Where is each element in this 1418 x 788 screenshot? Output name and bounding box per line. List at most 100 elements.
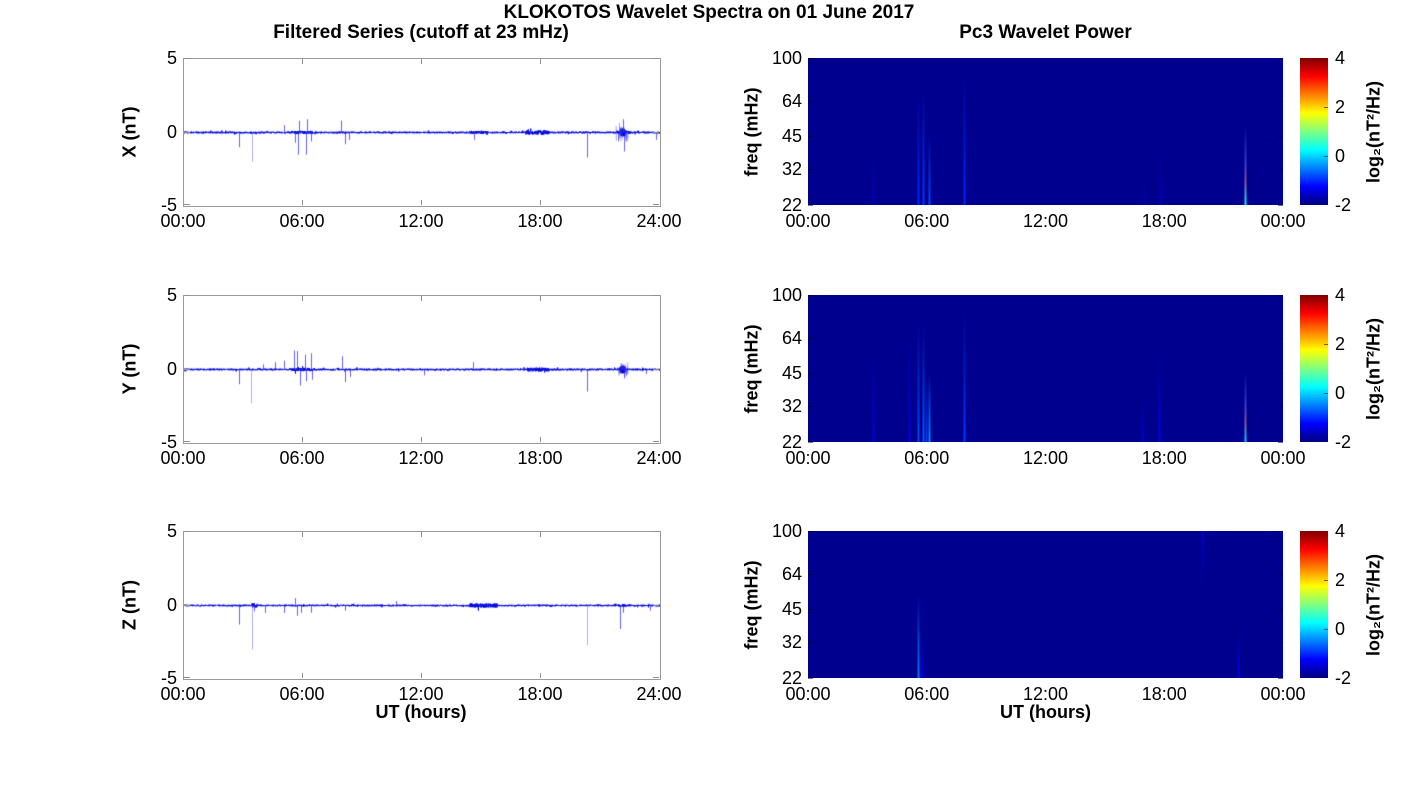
xtick-label: 06:00 — [279, 448, 325, 468]
freq-tick-label: 100 — [771, 521, 802, 541]
colorbar-tick-label: 2 — [1335, 334, 1346, 354]
freq-axis-label: freq (mHz) — [741, 87, 762, 176]
xtick-mark-bottom — [302, 673, 303, 678]
freq-tick-mark-right — [1278, 678, 1283, 679]
colorbar-tick-label: -2 — [1335, 668, 1352, 688]
colorbar-tick-label: 4 — [1335, 48, 1346, 68]
xtick-label: 24:00 — [636, 448, 682, 468]
freq-tick-mark-left — [808, 608, 813, 610]
xtick-label: 12:00 — [1022, 448, 1069, 468]
freq-tick-mark-right — [1278, 101, 1283, 103]
xtick-mark-bottom — [421, 200, 422, 205]
yaxis-label-z: Z (nT) — [119, 579, 140, 630]
xtick-label: 12:00 — [1022, 211, 1069, 231]
colorbar-tick-mark — [1324, 107, 1328, 108]
timeseries-y-canvas — [184, 296, 660, 443]
freq-axis-label: freq (mHz) — [741, 324, 762, 413]
timeseries-z-plot — [183, 531, 661, 680]
colorbar-x-canvas — [1300, 58, 1328, 205]
xtick-label: 12:00 — [398, 684, 444, 704]
xtick-label: 00:00 — [160, 211, 206, 231]
xtick-label: 12:00 — [398, 211, 444, 231]
ytick-mark-right — [653, 131, 659, 133]
xtick-mark-top — [421, 532, 422, 537]
colorbar-y-canvas — [1300, 295, 1328, 442]
colorbar-y — [1300, 295, 1328, 442]
ytick-label: -5 — [160, 432, 177, 452]
freq-tick-label: 45 — [781, 598, 802, 619]
colorbar-tick-label: 0 — [1335, 383, 1346, 403]
timeseries-z-canvas — [184, 532, 660, 679]
xtick-label: 12:00 — [398, 448, 444, 468]
timeseries-x-canvas — [184, 59, 660, 206]
ytick-label: 5 — [166, 521, 177, 541]
freq-tick-mark-right — [1278, 405, 1283, 407]
xtick-label: 18:00 — [517, 448, 563, 468]
xtick-mark-top — [540, 59, 541, 64]
ytick-mark-left — [184, 204, 190, 205]
ytick-mark-right — [653, 677, 659, 678]
filtered-series-title: Filtered Series (cutoff at 23 mHz) — [273, 22, 569, 43]
xtick-label: 00:00 — [785, 211, 831, 231]
xtick-label: 00:00 — [160, 448, 206, 468]
wavelet-power-y-canvas — [808, 295, 1283, 442]
colorbar-label: log₂(nT²/Hz) — [1363, 80, 1384, 183]
freq-tick-mark-left — [808, 531, 813, 532]
xtick-mark-bottom — [421, 673, 422, 678]
xtick-label: 12:00 — [1022, 684, 1069, 704]
freq-tick-label: 100 — [771, 48, 802, 68]
freq-tick-label: 22 — [781, 668, 802, 688]
xtick-mark-bottom — [540, 673, 541, 678]
wavelet-power-z-canvas — [808, 531, 1283, 678]
freq-tick-mark-left — [808, 405, 813, 407]
xtick-mark-top — [302, 59, 303, 64]
freq-tick-mark-right — [1278, 641, 1283, 643]
xtick-label: 18:00 — [517, 211, 563, 231]
colorbar-tick-mark — [1324, 156, 1328, 157]
colorbar-tick-label: 4 — [1335, 285, 1346, 305]
freq-tick-label: 64 — [781, 328, 802, 349]
ytick-mark-left — [184, 604, 190, 606]
wavelet-power-x-plot — [808, 58, 1283, 205]
colorbar-tick-label: 4 — [1335, 521, 1346, 541]
ytick-label: -5 — [160, 668, 177, 688]
wavelet-power-x-canvas — [808, 58, 1283, 205]
ytick-mark-left — [184, 441, 190, 442]
timeseries-x-plot — [183, 58, 661, 207]
ytick-mark-right — [653, 531, 659, 532]
freq-tick-mark-right — [1278, 295, 1283, 296]
freq-tick-mark-right — [1278, 372, 1283, 374]
freq-tick-mark-right — [1278, 205, 1283, 206]
freq-tick-label: 32 — [781, 631, 802, 652]
xtick-label: 00:00 — [160, 684, 206, 704]
freq-tick-mark-right — [1278, 531, 1283, 532]
xtick-label: 00:00 — [1260, 684, 1306, 704]
ytick-mark-left — [184, 295, 190, 296]
freq-tick-mark-left — [808, 641, 813, 643]
freq-tick-mark-right — [1278, 58, 1283, 59]
xtick-label: 24:00 — [636, 684, 682, 704]
xtick-label: 00:00 — [785, 448, 831, 468]
xtick-mark-top — [421, 59, 422, 64]
xtick-mark-bottom — [421, 437, 422, 442]
wavelet-power-z-plot — [808, 531, 1283, 678]
xtick-mark-top — [540, 532, 541, 537]
xtick-label: 00:00 — [1260, 211, 1306, 231]
freq-tick-mark-right — [1278, 338, 1283, 340]
ytick-mark-left — [184, 677, 190, 678]
ytick-mark-right — [653, 295, 659, 296]
xtick-mark-bottom — [302, 437, 303, 442]
xtick-label: 18:00 — [1141, 448, 1187, 468]
freq-tick-label: 32 — [781, 395, 802, 416]
yaxis-label-y: Y (nT) — [119, 343, 140, 394]
figure-title: KLOKOTOS Wavelet Spectra on 01 June 2017 — [503, 2, 915, 23]
freq-tick-mark-right — [1278, 608, 1283, 610]
ytick-label: 0 — [166, 121, 177, 142]
xtick-label: 06:00 — [279, 211, 325, 231]
freq-axis-label: freq (mHz) — [741, 560, 762, 649]
freq-tick-mark-left — [808, 101, 813, 103]
colorbar-label: log₂(nT²/Hz) — [1363, 553, 1384, 656]
xtick-label: 00:00 — [785, 684, 831, 704]
xtick-label: 06:00 — [904, 211, 950, 231]
